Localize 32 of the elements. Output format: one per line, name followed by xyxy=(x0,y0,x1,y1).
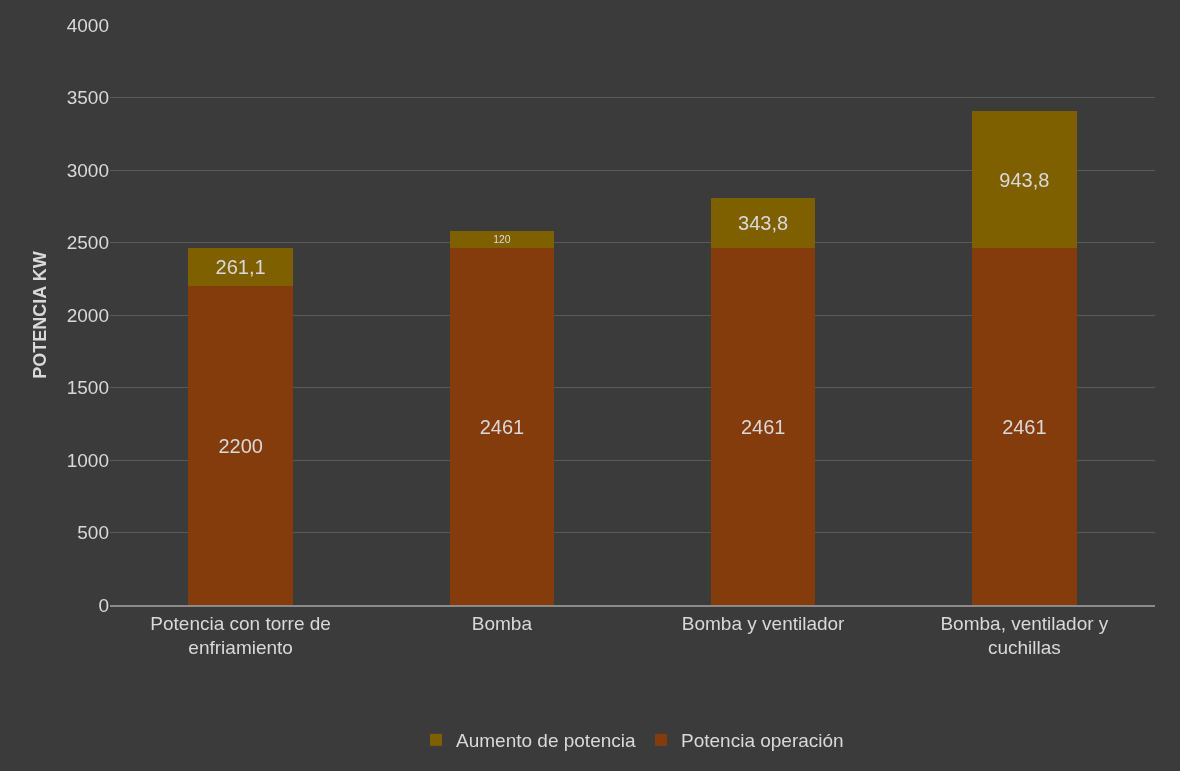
bar xyxy=(710,248,816,605)
x-tick-label: Potencia con torre de enfriamiento xyxy=(150,612,331,659)
y-tick-label: 3500 xyxy=(66,87,109,109)
data-label: 2461 xyxy=(740,415,786,438)
data-label: 943,8 xyxy=(999,168,1050,191)
y-tick-label: 3000 xyxy=(66,159,109,181)
data-label: 2461 xyxy=(1002,415,1047,438)
data-label: 2461 xyxy=(479,415,525,438)
y-tick-label: 1500 xyxy=(66,377,109,399)
bar xyxy=(972,111,1077,249)
x-tick-label: Bomba xyxy=(471,612,533,634)
legend-label: Potencia operación xyxy=(681,730,844,752)
bar xyxy=(972,248,1077,605)
bar xyxy=(449,230,555,249)
y-axis-title: POTENCIA KW xyxy=(29,251,50,379)
bar xyxy=(449,248,555,605)
bar xyxy=(188,286,293,605)
y-tick-label: 2000 xyxy=(66,304,109,326)
y-tick-label: 4000 xyxy=(66,14,109,36)
data-label: 120 xyxy=(493,234,511,246)
legend-label: Aumento de potencia xyxy=(456,730,637,752)
x-tick-label: Bomba y ventilador xyxy=(681,612,846,634)
y-tick-label: 2500 xyxy=(66,232,109,254)
x-tick-label: Bomba, ventilador y cuchillas xyxy=(940,612,1109,659)
bar xyxy=(188,248,293,286)
data-label: 2200 xyxy=(218,434,263,457)
data-label: 343,8 xyxy=(738,212,789,235)
y-tick-label: 1000 xyxy=(66,449,109,471)
y-tick-label: 0 xyxy=(98,594,109,616)
data-label: 261,1 xyxy=(215,256,266,279)
y-tick-label: 500 xyxy=(77,522,109,544)
bar xyxy=(710,198,816,249)
